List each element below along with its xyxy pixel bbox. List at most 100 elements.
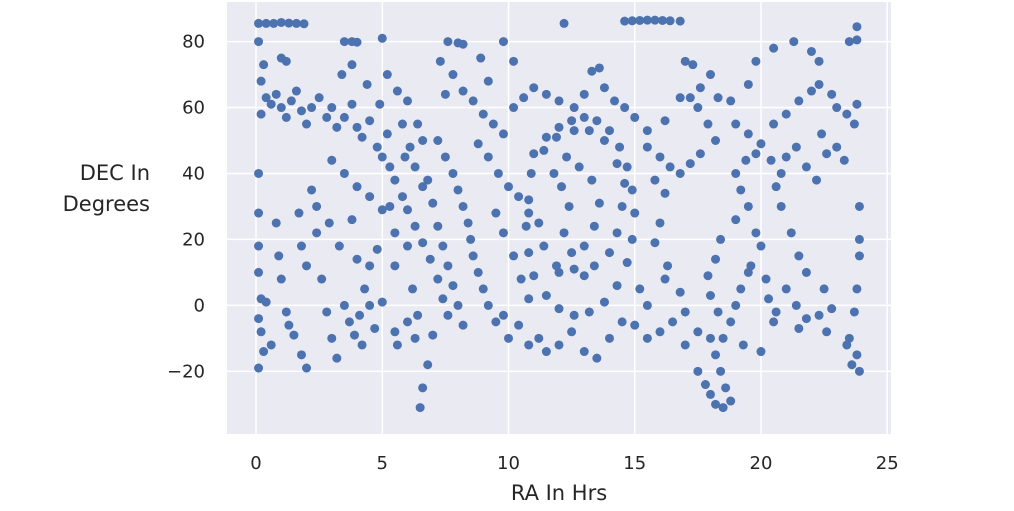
data-point (650, 238, 660, 248)
data-point (718, 403, 728, 413)
data-point (443, 310, 453, 320)
data-point (418, 182, 428, 192)
data-point (322, 307, 332, 317)
data-point (534, 218, 544, 228)
data-point (587, 175, 597, 185)
data-point (551, 132, 561, 142)
data-point (448, 281, 458, 291)
data-point (365, 261, 375, 271)
data-point (339, 37, 349, 47)
data-point (254, 314, 264, 324)
data-point (296, 241, 306, 251)
data-point (410, 162, 420, 172)
data-point (377, 297, 387, 307)
data-point (627, 234, 637, 244)
data-point (473, 267, 483, 277)
data-point (327, 333, 337, 343)
data-point (541, 290, 551, 300)
data-point (403, 96, 413, 106)
data-point (478, 109, 488, 119)
data-point (365, 116, 375, 126)
data-point (254, 363, 264, 373)
data-point (339, 168, 349, 178)
data-point (514, 320, 524, 330)
data-point (413, 310, 423, 320)
data-point (284, 320, 294, 330)
data-point (617, 317, 627, 327)
data-point (695, 149, 705, 159)
data-point (688, 60, 698, 70)
data-point (801, 162, 811, 172)
data-point (562, 152, 572, 162)
data-point (491, 208, 501, 218)
data-point (781, 109, 791, 119)
data-point (403, 205, 413, 215)
data-point (539, 241, 549, 251)
data-point (630, 208, 640, 218)
data-point (291, 18, 301, 28)
data-point (498, 37, 508, 47)
data-point (584, 307, 594, 317)
data-point (352, 37, 362, 47)
data-point (786, 228, 796, 238)
data-point (612, 281, 622, 291)
data-point (579, 271, 589, 281)
data-point (281, 112, 291, 122)
data-point (564, 201, 574, 211)
data-point (620, 103, 630, 113)
data-point (410, 333, 420, 343)
data-point (339, 300, 349, 310)
data-point (509, 56, 519, 66)
data-point (635, 15, 645, 25)
data-point (524, 294, 534, 304)
data-point (312, 201, 322, 211)
data-point (844, 37, 854, 47)
data-point (453, 185, 463, 195)
data-point (642, 300, 652, 310)
data-point (599, 83, 609, 93)
data-point (256, 109, 266, 119)
data-point (415, 403, 425, 413)
data-point (769, 43, 779, 53)
data-point (842, 109, 852, 119)
data-point (405, 142, 415, 152)
data-point (266, 99, 276, 109)
data-point (703, 271, 713, 281)
data-point (756, 241, 766, 251)
data-point (660, 188, 670, 198)
data-point (269, 18, 279, 28)
data-point (665, 16, 675, 26)
data-point (281, 307, 291, 317)
data-point (274, 251, 284, 261)
data-point (286, 96, 296, 106)
data-point (403, 317, 413, 327)
data-point (352, 122, 362, 132)
data-point (574, 162, 584, 172)
data-point (397, 119, 407, 129)
data-point (579, 89, 589, 99)
data-point (705, 389, 715, 399)
data-point (726, 396, 736, 406)
data-point (428, 198, 438, 208)
data-point (324, 218, 334, 228)
data-point (478, 284, 488, 294)
data-point (551, 261, 561, 271)
data-point (604, 248, 614, 258)
data-point (254, 168, 264, 178)
data-point (716, 234, 726, 244)
data-point (567, 248, 577, 258)
data-point (743, 79, 753, 89)
data-point (693, 327, 703, 337)
data-point (726, 96, 736, 106)
data-point (375, 99, 385, 109)
data-point (256, 76, 266, 86)
data-point (703, 119, 713, 129)
data-point (403, 241, 413, 251)
data-point (791, 300, 801, 310)
data-point (476, 53, 486, 63)
data-point (806, 86, 816, 96)
data-point (794, 251, 804, 261)
data-point (504, 182, 514, 192)
data-point (317, 274, 327, 284)
